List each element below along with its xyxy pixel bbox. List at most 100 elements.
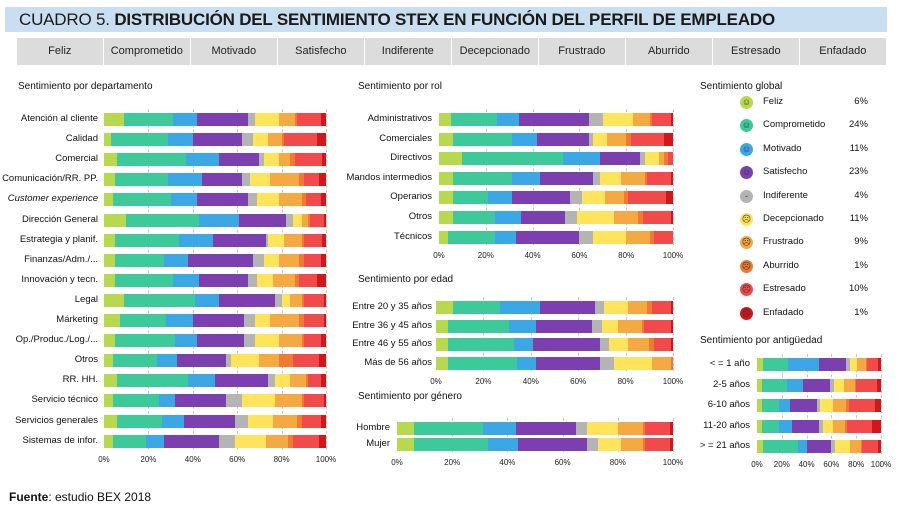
bar-segment-satisfecho (600, 152, 641, 166)
bar-segment-enfadado (670, 422, 673, 435)
stacked-bar (104, 213, 326, 227)
bar-segment-comprometido (115, 253, 164, 267)
bar-segment-estresado (630, 132, 664, 146)
bar-segment-satisfecho (535, 319, 593, 333)
global-value: 1% (854, 259, 868, 271)
bar-segment-comprometido (452, 301, 500, 314)
bar-segment-estresado (647, 171, 671, 185)
bar-segment-decepcionado (254, 113, 280, 126)
global-value: 9% (854, 236, 868, 248)
emoji-decepcionado-icon: ☹ (740, 213, 753, 226)
bar-segment-comprometido (453, 191, 489, 205)
bar-segment-enfadado (670, 113, 673, 126)
bar-segment-aburrido (854, 378, 857, 392)
bar-segment-comprometido (447, 356, 517, 370)
bar-segment-feliz (757, 358, 764, 371)
bar-segment-decepcionado (263, 153, 280, 167)
bar-segment-enfadado (877, 378, 881, 392)
bar-segment-enfadado (878, 440, 881, 453)
row-label: Calidad (65, 133, 98, 145)
legend-frustrado: Frustrado (539, 38, 625, 65)
global-row-estresado: ☹ Estresado 10% (740, 282, 875, 298)
x-tick-label: 20% (477, 250, 494, 260)
stacked-bar (436, 338, 673, 351)
bar-segment-decepcionado (835, 440, 850, 453)
bar-segment-estresado (303, 334, 322, 348)
stacked-bar (436, 319, 673, 333)
stacked-bar (439, 152, 673, 166)
global-label: Aburrido (763, 259, 799, 271)
bar-segment-frustrado (651, 356, 671, 370)
x-tick-label: 0% (391, 458, 403, 467)
bar-segment-frustrado (272, 414, 298, 428)
bar-segment-frustrado (270, 173, 300, 187)
bar-segment-indiferente (565, 211, 578, 224)
bar-segment-satisfecho (177, 354, 227, 368)
bar-segment-decepcionado (820, 399, 833, 412)
bar-segment-satisfecho (533, 338, 600, 351)
bar-segment-feliz (439, 113, 451, 126)
bar-segment-motivado (199, 213, 240, 227)
bar-segment-feliz (104, 394, 113, 408)
bar-segment-frustrado (270, 314, 300, 327)
bar-segment-indiferente (226, 394, 242, 408)
bar-segment-satisfecho (199, 273, 249, 287)
bar-segment-decepcionado (254, 334, 280, 348)
stacked-bar (439, 211, 673, 224)
bar-segment-enfadado (321, 233, 326, 247)
row-label: Comunicación/RR. PP. (2, 173, 98, 185)
bar-segment-estresado (297, 113, 322, 126)
bar-segment-decepcionado (644, 152, 659, 166)
bar-segment-satisfecho (535, 356, 600, 370)
bar-segment-comprometido (123, 293, 195, 307)
bar-segment-satisfecho (818, 358, 847, 371)
row-label: Comercial (55, 153, 98, 165)
bar-segment-satisfecho (520, 211, 566, 224)
bar-segment-motivado (157, 354, 178, 368)
bar-segment-indiferente (588, 113, 603, 126)
bar-segment-frustrado (857, 358, 867, 371)
gridline (617, 418, 619, 452)
row-label: Finanzas/Adm./... (24, 253, 98, 265)
gridline (530, 297, 532, 371)
bar-segment-frustrado (283, 233, 302, 247)
row-label: Mandos intermedios (346, 171, 432, 183)
bar-segment-comprometido (763, 440, 798, 453)
bar-segment-satisfecho (539, 171, 594, 185)
bar-segment-motivado (159, 394, 176, 408)
bar-segment-aburrido (305, 374, 309, 388)
global-value: 24% (848, 119, 868, 131)
bar-segment-motivado (195, 293, 220, 307)
bar-segment-aburrido (279, 354, 293, 368)
bar-segment-comprometido (115, 233, 180, 247)
bar-segment-estresado (303, 173, 320, 187)
bar-segment-decepcionado (234, 434, 267, 448)
bar-segment-feliz (757, 419, 762, 433)
x-tick-label: 0% (433, 250, 445, 260)
row-label: Op./Produc./Log./... (15, 334, 98, 346)
bar-segment-enfadado (317, 133, 326, 147)
bar-segment-feliz (104, 334, 116, 348)
bar-segment-feliz (757, 440, 764, 453)
gridline (625, 297, 627, 371)
global-value: 11% (849, 142, 868, 154)
bar-segment-estresado (644, 319, 671, 333)
row-label: Mujer (366, 438, 390, 449)
bar-segment-estresado (294, 153, 322, 167)
bar-segment-indiferente (241, 173, 251, 187)
stacked-bar (104, 233, 326, 247)
bar-segment-decepcionado (254, 314, 271, 327)
stacked-bar (104, 314, 326, 327)
bar-segment-indiferente (593, 171, 601, 185)
bar-segment-motivado (787, 358, 819, 371)
bar-segment-indiferente (594, 301, 605, 314)
gridline (578, 297, 580, 371)
x-tick-label: 60% (571, 250, 588, 260)
bar-segment-comprometido (117, 414, 162, 428)
global-label: Feliz (763, 96, 784, 107)
x-tick-label: 60% (823, 460, 840, 469)
x-tick-label: 100% (662, 458, 684, 467)
row-label: Servicios generales (15, 414, 98, 426)
bar-segment-aburrido (646, 301, 652, 314)
global-row-frustrado: ☹ Frustrado 9% (740, 235, 875, 251)
